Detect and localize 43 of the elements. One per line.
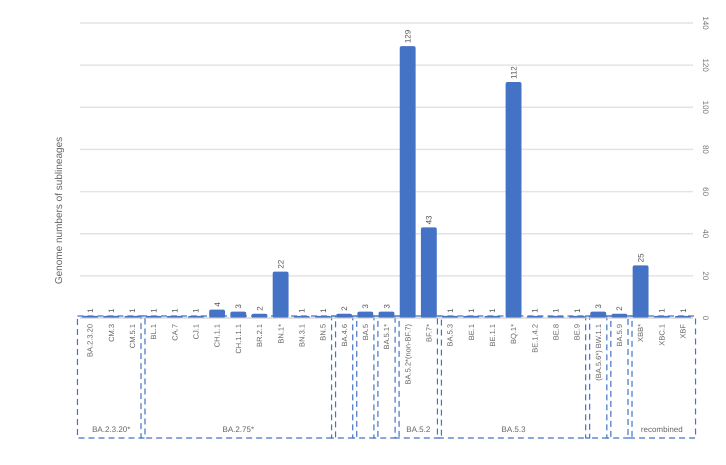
data-label: 1	[552, 308, 561, 313]
data-label: 3	[361, 304, 370, 309]
data-label: 1	[149, 308, 158, 313]
data-label: 3	[594, 304, 604, 309]
data-label: 22	[276, 259, 286, 269]
data-label: 3	[234, 304, 244, 309]
data-label: 1	[658, 308, 667, 313]
text: BA.2.75*	[222, 425, 254, 434]
data-label: 1	[318, 308, 328, 313]
data-label: 1	[170, 308, 180, 313]
data-label: 2	[255, 306, 264, 311]
data-label: 129	[403, 29, 412, 44]
text: BA.2.3.20*	[92, 425, 130, 434]
data-label: 2	[615, 306, 624, 311]
data-label: 1	[467, 308, 476, 313]
data-label: 1	[86, 308, 95, 313]
data-label: 1	[107, 308, 116, 313]
data-label: 1	[128, 308, 138, 313]
y-tick-label: 120	[701, 58, 710, 72]
y-tick-label: 140	[701, 16, 710, 30]
data-label: 1	[572, 308, 582, 313]
y-tick-label: 80	[701, 144, 710, 154]
y-tick-label: 0	[701, 316, 710, 321]
data-label: 1	[530, 308, 540, 313]
y-axis-title: Genome numbers of sublineages	[54, 136, 65, 284]
data-label: 1	[488, 308, 498, 313]
y-tick-label: 40	[701, 229, 710, 239]
data-label: 43	[424, 214, 434, 224]
data-label: 2	[340, 306, 349, 311]
data-label: 112	[509, 66, 518, 79]
y-tick-label: 60	[701, 187, 710, 197]
data-label: 1	[678, 308, 688, 313]
text: recombined	[640, 425, 683, 434]
data-label: 4	[212, 302, 222, 307]
data-label: 1	[298, 308, 307, 313]
data-label: 1	[446, 308, 455, 313]
y-tick-label: 100	[701, 100, 710, 115]
text: BA.5.3	[502, 425, 526, 434]
data-label: 1	[192, 308, 201, 313]
data-label: 25	[636, 252, 646, 262]
data-label: 3	[382, 304, 392, 309]
y-tick-label: 20	[701, 271, 710, 281]
text: BA.5.2	[406, 425, 431, 434]
